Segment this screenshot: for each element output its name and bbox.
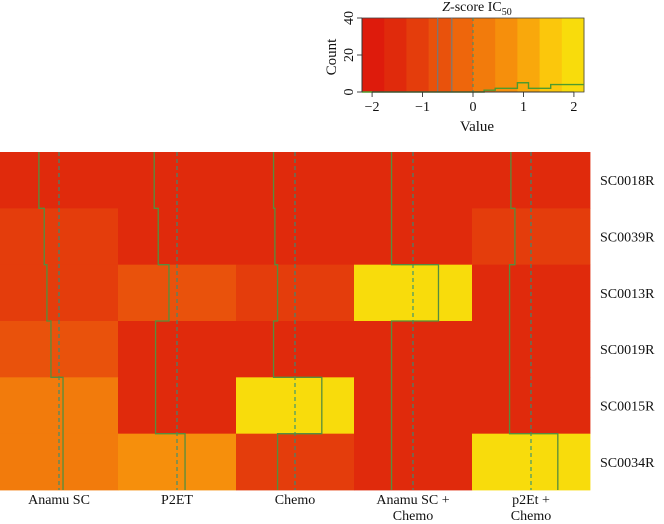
key-x-tick-label: 2 [570, 100, 577, 115]
heatmap-body: SC0018R SC0039R SC0013R SC0019R SC0015R SC003… [0, 152, 655, 524]
column-label-line2: Chemo [511, 509, 551, 524]
key-color-band [473, 18, 496, 92]
column-label: P2ET [161, 493, 193, 508]
key-y-tick-label: 0 [342, 89, 357, 96]
trace-line-shadow [391, 152, 439, 490]
key-x-tick-label: −1 [415, 100, 430, 115]
key-color-band [428, 18, 452, 92]
key-y-tick-label: 20 [342, 48, 357, 62]
column-label: p2Et + [512, 493, 550, 508]
key-y-label: Count [324, 38, 340, 76]
row-label: SC0019R [600, 343, 655, 358]
trace-line-shadow [509, 152, 559, 490]
key-color-band [539, 18, 563, 92]
row-label: SC0015R [600, 400, 655, 415]
column-label: Chemo [275, 493, 315, 508]
key-x-label: Value [460, 119, 494, 135]
key-color-band [561, 18, 585, 92]
key-color-band [517, 18, 541, 92]
key-color-bands [362, 18, 585, 92]
row-label: SC0039R [600, 231, 655, 246]
row-label: SC0018R [600, 174, 655, 189]
key-x-tick-label: 1 [520, 100, 527, 115]
key-color-band [406, 18, 430, 92]
trace-lines [38, 152, 559, 490]
key-color-band [495, 18, 518, 92]
key-color-band [450, 18, 474, 92]
key-y-tick-label: 40 [342, 11, 357, 25]
trace-line-shadow [153, 152, 186, 490]
key-x-tick-label: −2 [365, 100, 380, 115]
key-color-band [362, 18, 385, 92]
key-title: Z-score IC50 [442, 0, 512, 18]
row-label: SC0013R [600, 287, 655, 302]
key-color-band [384, 18, 407, 92]
row-labels: SC0018R SC0039R SC0013R SC0019R SC0015R SC003… [600, 174, 655, 471]
column-label: Anamu SC + [376, 493, 449, 508]
column-label: Anamu SC [28, 493, 90, 508]
trace-line-shadow [38, 152, 64, 490]
column-label-line2: Chemo [393, 509, 433, 524]
row-label: SC0034R [600, 456, 655, 471]
key-x-tick-label: 0 [470, 100, 477, 115]
trace-line-shadow [273, 152, 323, 490]
